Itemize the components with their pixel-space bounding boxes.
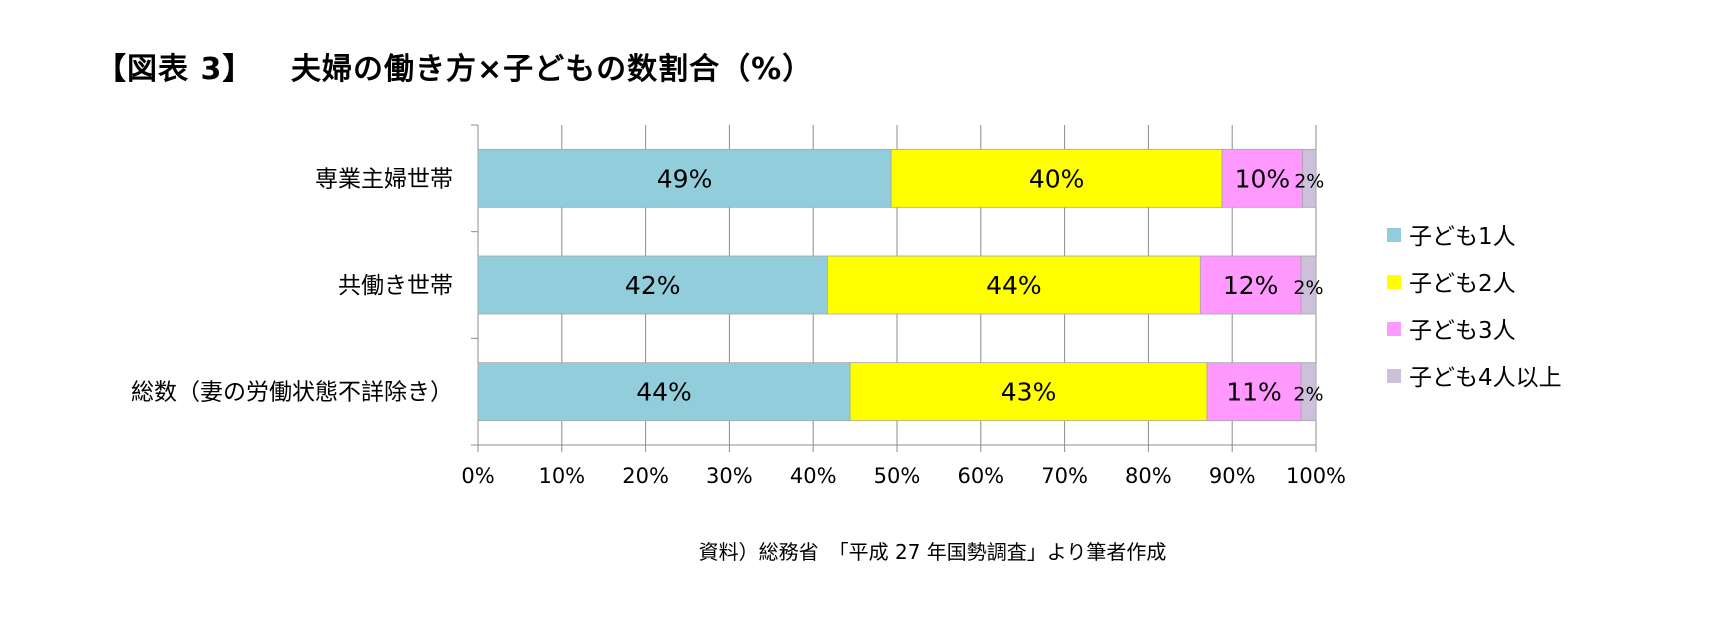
figure-label: 【図表 3】: [96, 52, 254, 87]
x-tick-label: 80%: [1125, 464, 1172, 488]
legend-label: 子ども1人: [1409, 224, 1516, 250]
bar-segment: [890, 148, 1223, 208]
bar-segment: [1300, 255, 1317, 315]
data-label: 11%: [1226, 378, 1282, 407]
bar-segment: [477, 255, 828, 315]
data-label: 2%: [1293, 384, 1323, 406]
category-label: 共働き世帯: [338, 273, 453, 299]
legend-swatch: [1387, 369, 1401, 383]
bar-segment: [1302, 148, 1317, 208]
bar-segment: [477, 148, 892, 208]
legend-label: 子ども2人: [1409, 271, 1516, 297]
data-label: 42%: [625, 271, 681, 300]
source-note: 資料）総務省 「平成 27 年国勢調査」より筆者作成: [0, 536, 1735, 565]
bar-segment: [1199, 255, 1302, 315]
data-label: 10%: [1235, 164, 1291, 193]
source-text: 資料）総務省 「平成 27 年国勢調査」より筆者作成: [698, 540, 1167, 564]
x-tick-label: 10%: [538, 464, 585, 488]
legend-swatch: [1387, 275, 1401, 289]
bar-segment: [1221, 148, 1303, 208]
x-tick-label: 90%: [1209, 464, 1256, 488]
x-tick-label: 30%: [706, 464, 753, 488]
data-label: 12%: [1223, 271, 1279, 300]
bar-segment: [849, 362, 1208, 422]
category-label: 総数（妻の労働状態不詳除き）: [131, 380, 453, 406]
x-tick-label: 50%: [874, 464, 921, 488]
x-tick-label: 0%: [461, 464, 494, 488]
bar-segment: [1300, 362, 1317, 422]
bar-segment: [477, 362, 851, 422]
x-tick-label: 20%: [622, 464, 669, 488]
legend-swatch: [1387, 228, 1401, 242]
legend-swatch: [1387, 322, 1401, 336]
bar-segment: [1206, 362, 1302, 422]
chart-title: 夫婦の働き方×子どもの数割合（%）: [291, 52, 814, 87]
data-label: 44%: [986, 271, 1042, 300]
data-label: 49%: [657, 164, 713, 193]
data-label: 43%: [1001, 378, 1057, 407]
data-label: 44%: [636, 378, 692, 407]
x-tick-label: 60%: [957, 464, 1004, 488]
legend-label: 子ども4人以上: [1409, 365, 1562, 391]
bar-segment: [827, 255, 1201, 315]
data-label: 40%: [1029, 164, 1085, 193]
stacked-bar-chart: 0% 10% 20% 30% 40% 50% 60% 70% 80% 90% 100% 専業主婦世帯 4…: [131, 124, 1562, 488]
x-tick-label: 100%: [1286, 464, 1346, 488]
x-tick-label: 40%: [790, 464, 837, 488]
category-label: 専業主婦世帯: [315, 166, 453, 192]
legend-label: 子ども3人: [1409, 318, 1516, 344]
data-label: 2%: [1294, 170, 1324, 192]
data-label: 2%: [1293, 277, 1323, 299]
x-tick-label: 70%: [1041, 464, 1088, 488]
